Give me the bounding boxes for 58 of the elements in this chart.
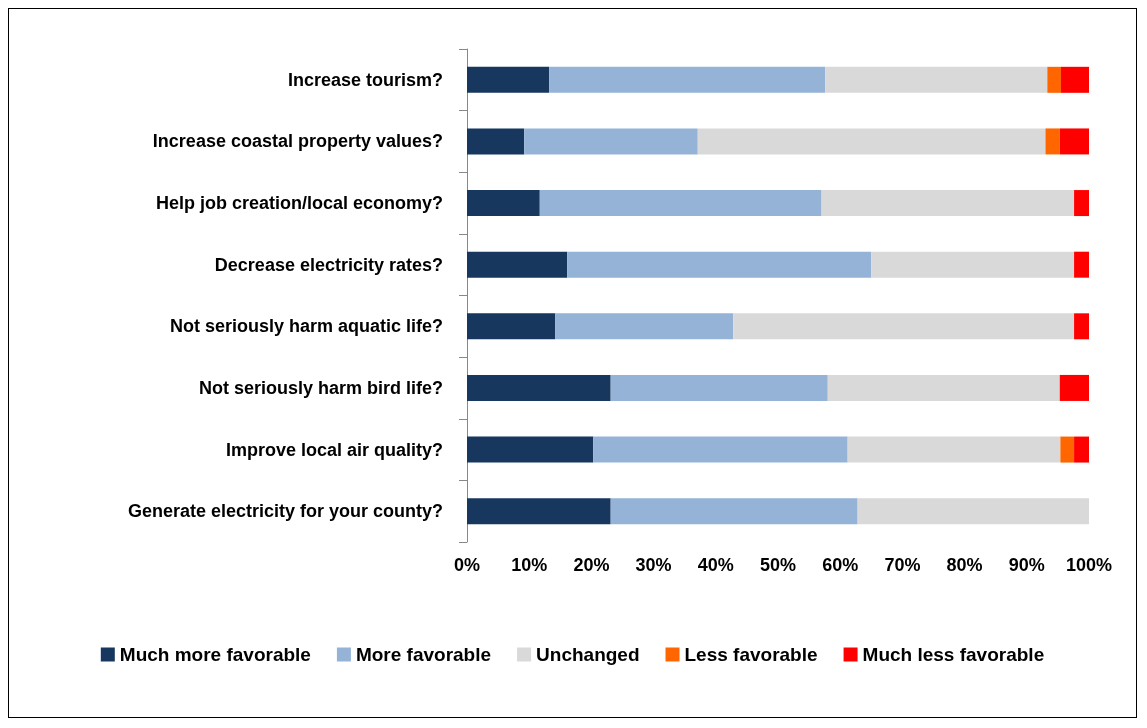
y-tick-label: Improve local air quality? bbox=[225, 439, 443, 460]
bar bbox=[1061, 66, 1089, 93]
x-tick-label: 60% bbox=[822, 555, 859, 575]
bar bbox=[610, 374, 828, 401]
bar bbox=[467, 498, 611, 525]
bar bbox=[467, 436, 594, 463]
bar bbox=[1074, 251, 1089, 278]
x-tick-label: 70% bbox=[884, 555, 921, 575]
bar bbox=[825, 66, 1048, 93]
bar bbox=[467, 374, 611, 401]
bar bbox=[847, 436, 1061, 463]
bar bbox=[567, 251, 872, 278]
bar bbox=[539, 190, 822, 217]
x-tick-label: 40% bbox=[697, 555, 734, 575]
bar bbox=[1059, 128, 1089, 155]
bar bbox=[1074, 313, 1089, 340]
x-tick-label: 20% bbox=[573, 555, 610, 575]
bar bbox=[1060, 436, 1075, 463]
bar bbox=[1074, 190, 1089, 217]
bar bbox=[1045, 128, 1060, 155]
bar bbox=[467, 313, 556, 340]
x-tick-label: 10% bbox=[511, 555, 548, 575]
bar bbox=[1074, 436, 1089, 463]
legend-label: More favorable bbox=[355, 644, 492, 665]
x-tick-label: 0% bbox=[453, 555, 481, 575]
bar bbox=[1059, 374, 1089, 401]
legend-label: Less favorable bbox=[684, 644, 818, 665]
x-tick-label: 90% bbox=[1008, 555, 1045, 575]
bar bbox=[467, 190, 540, 217]
bar bbox=[1047, 66, 1062, 93]
bar bbox=[555, 313, 734, 340]
bar bbox=[827, 374, 1060, 401]
bar bbox=[524, 128, 698, 155]
x-tick-label: 30% bbox=[635, 555, 672, 575]
legend-label: Much less favorable bbox=[862, 644, 1045, 665]
y-tick-label: Increase coastal property values? bbox=[152, 131, 443, 152]
bar bbox=[871, 251, 1075, 278]
y-tick-label: Generate electricity for your county? bbox=[127, 501, 443, 522]
bar bbox=[821, 190, 1075, 217]
bar bbox=[593, 436, 848, 463]
y-tick-label: Not seriously harm aquatic life? bbox=[169, 316, 443, 337]
x-tick-label: 100% bbox=[1065, 555, 1113, 575]
y-tick-label: Not seriously harm bird life? bbox=[198, 377, 443, 398]
x-tick-label: 50% bbox=[759, 555, 797, 575]
y-tick-label: Help job creation/local economy? bbox=[155, 193, 443, 214]
bar bbox=[697, 128, 1046, 155]
legend-label: Unchanged bbox=[536, 644, 640, 665]
x-tick-label: 80% bbox=[946, 555, 983, 575]
bar bbox=[467, 251, 568, 278]
bar bbox=[857, 498, 1089, 525]
bar bbox=[549, 66, 826, 93]
legend-label: Much more favorable bbox=[119, 644, 311, 665]
y-tick-label: Increase tourism? bbox=[287, 69, 443, 90]
bar bbox=[467, 128, 525, 155]
bar bbox=[467, 66, 550, 93]
bar bbox=[733, 313, 1075, 340]
y-tick-label: Decrease electricity rates? bbox=[214, 254, 443, 275]
bar bbox=[610, 498, 858, 525]
